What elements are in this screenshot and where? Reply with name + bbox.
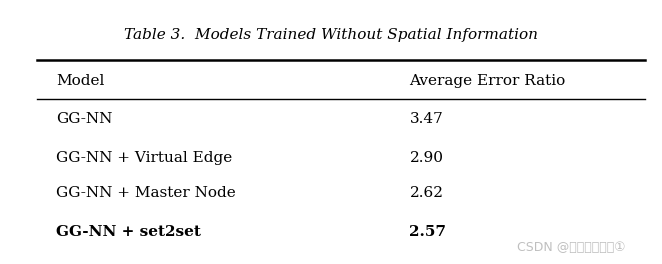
Text: GG-NN + Master Node: GG-NN + Master Node bbox=[56, 186, 236, 200]
Text: GG-NN + Virtual Edge: GG-NN + Virtual Edge bbox=[56, 150, 233, 164]
Text: Average Error Ratio: Average Error Ratio bbox=[409, 74, 566, 88]
Text: GG-NN: GG-NN bbox=[56, 112, 113, 126]
Text: 3.47: 3.47 bbox=[409, 112, 443, 126]
Text: 2.57: 2.57 bbox=[409, 225, 446, 239]
Text: Table 3.  Models Trained Without Spatial Information: Table 3. Models Trained Without Spatial … bbox=[124, 28, 538, 42]
Text: Model: Model bbox=[56, 74, 105, 88]
Text: 2.62: 2.62 bbox=[409, 186, 444, 200]
Text: GG-NN + set2set: GG-NN + set2set bbox=[56, 225, 201, 239]
Text: 2.90: 2.90 bbox=[409, 150, 444, 164]
Text: CSDN @发呆的比目鱼①: CSDN @发呆的比目鱼① bbox=[516, 241, 625, 253]
